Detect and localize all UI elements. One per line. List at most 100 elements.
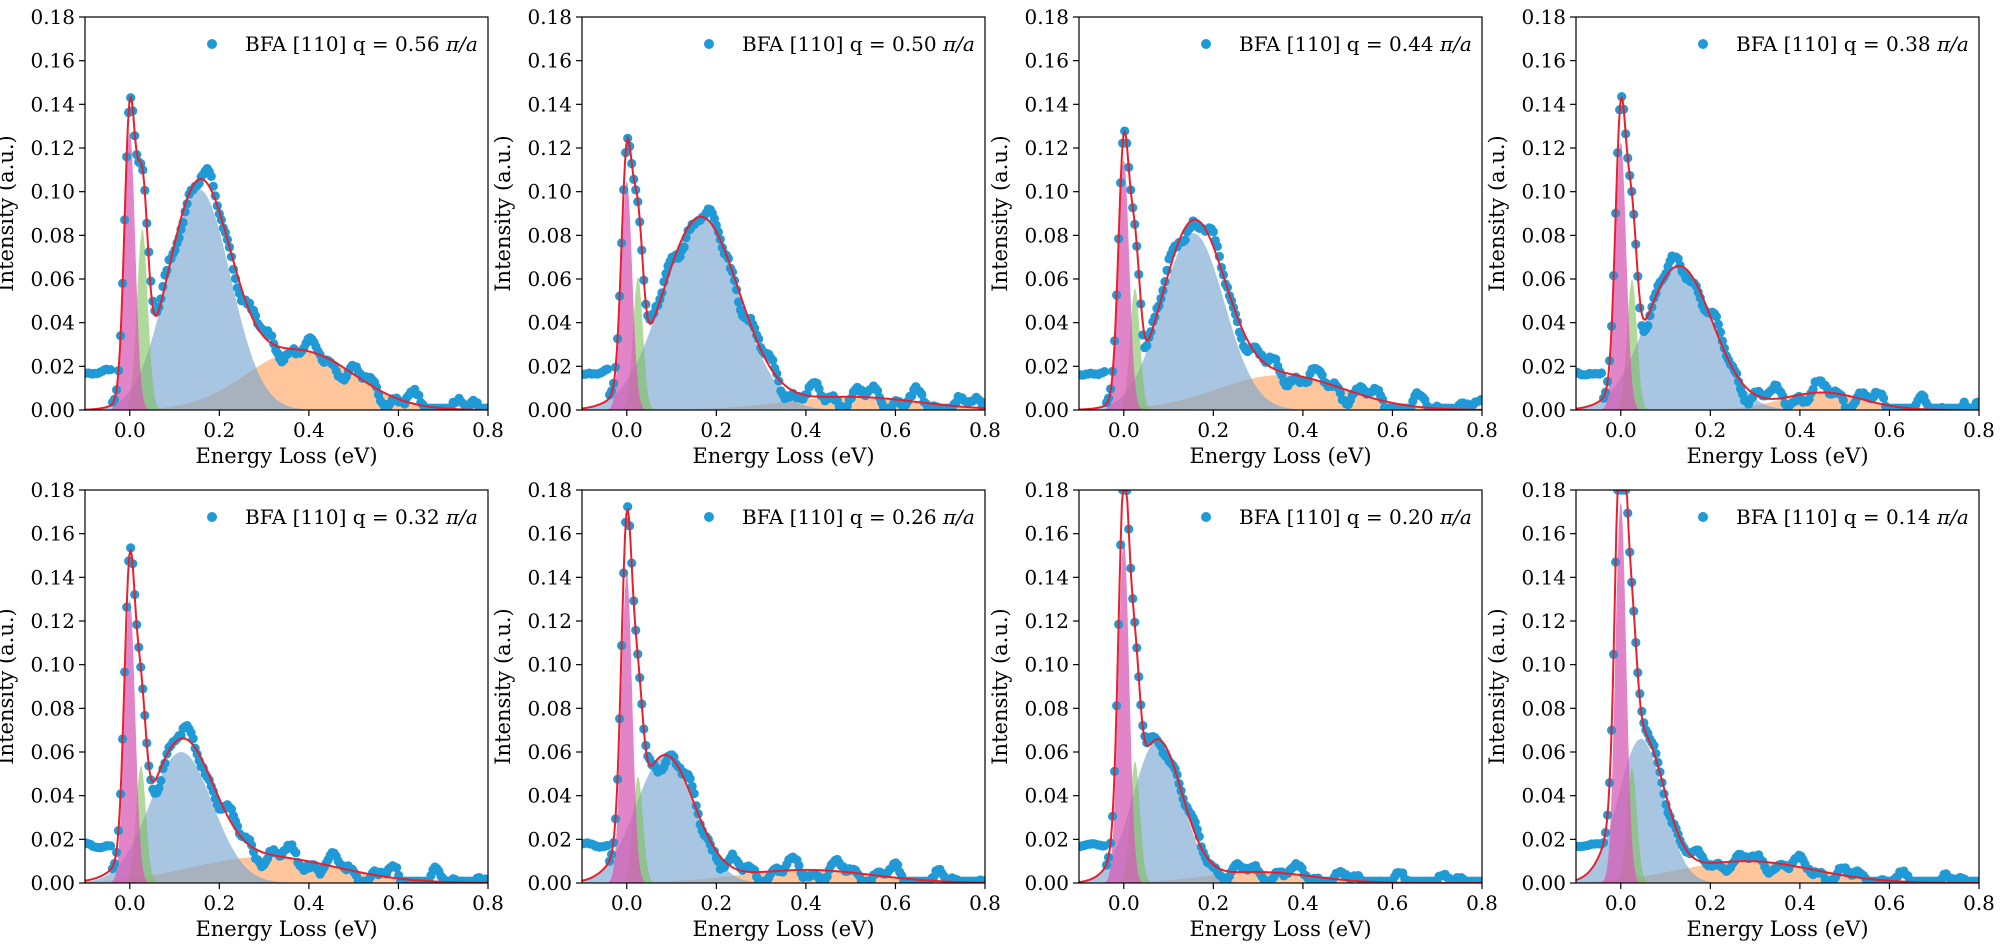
y-axis-label: Intensity (a.u.)	[988, 135, 1012, 291]
x-tick-label: 0.8	[1466, 418, 1498, 442]
plot-area	[582, 133, 985, 410]
legend-label: BFA [110] q = 0.32 π/a	[245, 505, 478, 529]
y-tick-label: 0.18	[1024, 5, 1069, 29]
legend: BFA [110] q = 0.38 π/a	[1698, 32, 1969, 56]
axes-frame	[1078, 16, 1483, 411]
legend-marker-icon	[1201, 512, 1211, 522]
axes-frame	[581, 489, 986, 884]
elastic-component-area	[582, 181, 985, 410]
elastic-component-area	[1576, 502, 1979, 883]
data-point	[733, 297, 744, 307]
x-tick-label: 0.2	[1197, 891, 1229, 915]
y-tick-label: 0.10	[1024, 180, 1069, 204]
y-axis-label: Intensity (a.u.)	[988, 608, 1012, 764]
y-tick-label: 0.10	[527, 653, 572, 677]
x-tick-label: 0.8	[1963, 418, 1995, 442]
legend-marker-icon	[1201, 39, 1211, 49]
y-tick-label: 0.08	[1024, 223, 1069, 247]
plot-area	[1576, 92, 1979, 410]
main-component-area	[1079, 233, 1482, 410]
data-points	[1576, 490, 1979, 883]
x-tick-label: 0.8	[969, 418, 1001, 442]
fit-line	[1079, 130, 1482, 410]
data-point	[482, 876, 488, 883]
axes-frame	[84, 16, 489, 411]
x-axis-label: Energy Loss (eV)	[692, 917, 874, 941]
x-axis-label: Energy Loss (eV)	[195, 917, 377, 941]
x-tick-label: 0.2	[1197, 418, 1229, 442]
data-point	[1617, 92, 1627, 102]
data-point	[1271, 354, 1281, 364]
data-point	[392, 863, 402, 873]
x-tick-label: 0.0	[1605, 418, 1637, 442]
x-tick-label: 0.2	[1694, 891, 1726, 915]
y-tick-label: 0.00	[1521, 871, 1566, 895]
x-tick-label: 0.6	[1377, 891, 1409, 915]
y-tick-label: 0.08	[527, 223, 572, 247]
y-tick-label: 0.06	[1521, 740, 1566, 764]
legend-label: BFA [110] q = 0.50 π/a	[742, 32, 975, 56]
y-tick-label: 0.08	[1024, 696, 1069, 720]
x-tick-label: 0.6	[383, 418, 415, 442]
y-tick-label: 0.00	[1521, 398, 1566, 422]
y-tick-label: 0.18	[30, 5, 75, 29]
data-point	[1335, 388, 1345, 398]
x-tick-label: 0.8	[969, 891, 1001, 915]
elastic-component-area	[1079, 159, 1482, 410]
y-tick-label: 0.02	[1024, 354, 1069, 378]
data-point	[1317, 370, 1327, 380]
x-tick-label: 0.0	[1605, 891, 1637, 915]
y-tick-label: 0.08	[1521, 696, 1566, 720]
main-component-area	[582, 217, 985, 410]
chart-panel-7: 0.00 0.02 0.04 0.06 0.08 0.10 0.12 0.14 0.16 0.18…	[988, 478, 1498, 941]
y-tick-label: 0.06	[1024, 740, 1069, 764]
y-tick-label: 0.06	[1521, 267, 1566, 291]
data-point	[1838, 395, 1848, 405]
elastic-component-area	[1079, 539, 1482, 883]
data-point	[679, 242, 689, 252]
y-tick-label: 0.06	[30, 740, 75, 764]
y-tick-label: 0.14	[1521, 92, 1566, 116]
fit-line	[85, 96, 488, 410]
y-tick-label: 0.12	[1521, 609, 1566, 633]
axes-frame	[581, 16, 986, 411]
data-point	[794, 860, 804, 871]
y-tick-label: 0.04	[1521, 311, 1566, 335]
y-tick-label: 0.08	[30, 696, 75, 720]
y-axis-label: Intensity (a.u.)	[491, 608, 515, 764]
x-tick-label: 0.4	[1784, 891, 1816, 915]
x-tick-label: 0.0	[114, 891, 146, 915]
x-tick-label: 0.8	[1963, 891, 1995, 915]
legend: BFA [110] q = 0.14 π/a	[1698, 505, 1969, 529]
data-point	[1476, 394, 1482, 405]
y-tick-label: 0.16	[1521, 522, 1566, 546]
y-tick-label: 0.12	[1521, 136, 1566, 160]
y-tick-label: 0.12	[30, 136, 75, 160]
data-point	[774, 376, 784, 386]
y-tick-label: 0.00	[1024, 871, 1069, 895]
y-tick-label: 0.10	[1521, 180, 1566, 204]
elastic-component-area	[85, 131, 488, 410]
data-points	[1079, 126, 1482, 410]
data-point	[414, 390, 424, 400]
y-tick-label: 0.14	[527, 565, 572, 589]
data-point	[1208, 227, 1218, 237]
y-axis-label: Intensity (a.u.)	[1485, 135, 1509, 291]
data-point	[1236, 333, 1247, 343]
x-tick-label: 0.2	[203, 891, 235, 915]
data-point	[979, 876, 985, 883]
y-tick-label: 0.14	[30, 92, 75, 116]
data-point	[1808, 384, 1818, 394]
data-point	[623, 502, 633, 512]
y-axis-label: Intensity (a.u.)	[0, 135, 18, 291]
y-tick-label: 0.08	[30, 223, 75, 247]
y-tick-label: 0.02	[1521, 827, 1566, 851]
x-tick-label: 0.6	[880, 891, 912, 915]
data-point	[1711, 312, 1721, 322]
x-tick-label: 0.2	[700, 418, 732, 442]
legend: BFA [110] q = 0.26 π/a	[704, 505, 975, 529]
legend-label: BFA [110] q = 0.38 π/a	[1736, 32, 1969, 56]
legend-label: BFA [110] q = 0.20 π/a	[1239, 505, 1472, 529]
main-component-area	[1576, 738, 1979, 883]
y-tick-label: 0.16	[527, 522, 572, 546]
